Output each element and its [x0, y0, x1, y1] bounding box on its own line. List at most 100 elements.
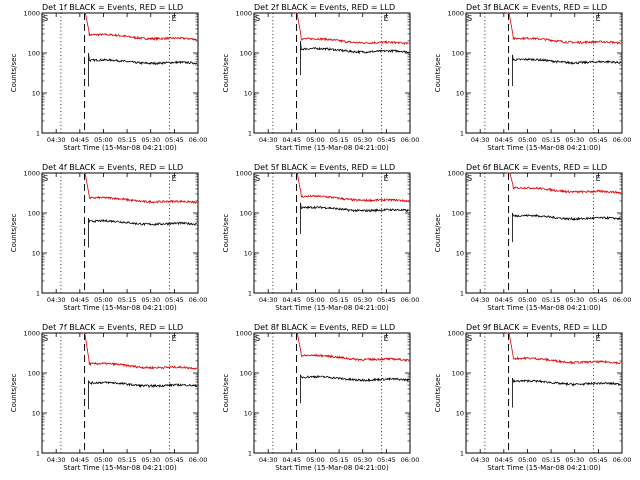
y-tick-label: 100	[452, 370, 464, 378]
y-tick-label: 10	[456, 90, 464, 98]
chart-panel: Det 3f BLACK = Events, RED = LLD 1 10 100 10…	[434, 3, 631, 152]
series-events-line	[88, 217, 197, 248]
x-tick-label: 06:00	[401, 456, 420, 464]
x-tick-label: 04:45	[282, 456, 301, 464]
x-axis-label: Start Time (15-Mar-08 04:21:00)	[63, 464, 177, 472]
y-tick-label: 1000	[447, 330, 464, 338]
end-marker: E	[596, 334, 601, 343]
series-lld-line	[83, 172, 198, 205]
y-axis-label: Counts/sec	[222, 214, 230, 253]
chart-panel: Det 2f BLACK = Events, RED = LLD 1 10 100 10…	[222, 3, 419, 152]
chart-title: Det 5f BLACK = Events, RED = LLD	[254, 163, 395, 172]
x-tick-label: 04:30	[471, 456, 490, 464]
y-axis-label: Counts/sec	[434, 374, 442, 413]
y-tick-label: 10	[244, 410, 252, 418]
x-tick-label: 05:15	[330, 296, 349, 304]
x-tick-label: 05:30	[565, 136, 584, 144]
y-tick-label: 100	[452, 210, 464, 218]
x-axis-label: Start Time (15-Mar-08 04:21:00)	[63, 304, 177, 312]
y-tick-label: 1000	[235, 330, 252, 338]
y-axis-label: Counts/sec	[222, 54, 230, 93]
y-tick-label: 100	[240, 210, 252, 218]
y-tick-label: 1000	[235, 170, 252, 178]
series-events-line	[88, 380, 198, 410]
x-tick-label: 04:45	[70, 456, 89, 464]
plot-frame	[465, 332, 623, 454]
x-tick-label: 05:15	[118, 296, 137, 304]
y-tick-label: 1	[248, 450, 252, 458]
x-tick-label: 05:15	[118, 136, 137, 144]
y-tick-label: 10	[456, 250, 464, 258]
x-tick-label: 04:45	[494, 456, 513, 464]
x-tick-label: 04:45	[282, 296, 301, 304]
x-tick-label: 04:30	[259, 296, 278, 304]
y-tick-label: 1	[248, 290, 252, 298]
end-marker: E	[384, 174, 389, 183]
start-marker: S	[255, 334, 260, 343]
x-tick-label: 05:45	[377, 456, 396, 464]
y-tick-label: 100	[240, 50, 252, 58]
x-tick-label: 06:00	[613, 456, 632, 464]
series-lld-line	[295, 12, 409, 46]
y-tick-label: 10	[244, 90, 252, 98]
start-marker: S	[43, 14, 48, 23]
series-lld-line	[507, 172, 622, 195]
x-tick-label: 05:00	[94, 296, 113, 304]
start-marker: S	[255, 174, 260, 183]
x-tick-label: 05:30	[353, 136, 372, 144]
y-tick-label: 100	[28, 370, 40, 378]
series-lld-line	[507, 332, 622, 365]
x-tick-label: 04:45	[494, 296, 513, 304]
series-lld-line	[83, 332, 198, 371]
y-axis-label: Counts/sec	[222, 374, 230, 413]
x-tick-label: 04:30	[471, 136, 490, 144]
chart-title: Det 9f BLACK = Events, RED = LLD	[466, 323, 607, 332]
x-tick-label: 05:45	[165, 456, 184, 464]
x-tick-label: 06:00	[189, 296, 208, 304]
x-tick-label: 05:45	[589, 296, 608, 304]
y-tick-label: 10	[456, 410, 464, 418]
x-tick-label: 05:30	[353, 456, 372, 464]
chart-title: Det 1f BLACK = Events, RED = LLD	[42, 3, 183, 12]
plot-frame	[465, 172, 623, 294]
end-marker: E	[596, 174, 601, 183]
plot-frame	[465, 12, 623, 134]
x-tick-label: 05:00	[518, 136, 537, 144]
end-marker: E	[172, 174, 177, 183]
y-tick-label: 100	[28, 50, 40, 58]
x-tick-label: 04:30	[47, 456, 66, 464]
y-tick-label: 100	[28, 210, 40, 218]
x-tick-label: 06:00	[189, 136, 208, 144]
y-tick-label: 10	[32, 90, 40, 98]
x-tick-label: 04:45	[494, 136, 513, 144]
y-tick-label: 100	[452, 50, 464, 58]
x-tick-label: 05:30	[565, 296, 584, 304]
x-tick-label: 05:15	[330, 456, 349, 464]
x-tick-label: 05:30	[353, 296, 372, 304]
x-tick-label: 06:00	[401, 136, 420, 144]
series-events-line	[512, 377, 622, 408]
y-tick-label: 1000	[447, 10, 464, 18]
plot-frame	[253, 332, 411, 454]
chart-panel: Det 7f BLACK = Events, RED = LLD 1 10 100 10…	[10, 323, 207, 472]
x-tick-label: 05:45	[377, 136, 396, 144]
series-events-line	[512, 212, 621, 243]
end-marker: E	[172, 334, 177, 343]
x-tick-label: 05:00	[94, 136, 113, 144]
x-tick-label: 04:30	[47, 136, 66, 144]
x-axis-label: Start Time (15-Mar-08 04:21:00)	[487, 304, 601, 312]
chart-panel: Det 6f BLACK = Events, RED = LLD 1 10 100 10…	[434, 163, 631, 312]
series-events-line	[300, 202, 410, 234]
chart-panel: Det 4f BLACK = Events, RED = LLD 1 10 100 10…	[10, 163, 207, 312]
x-tick-label: 05:45	[589, 456, 608, 464]
series-events-line	[88, 52, 198, 87]
y-tick-label: 1000	[447, 170, 464, 178]
x-tick-label: 05:30	[141, 456, 160, 464]
chart-title: Det 4f BLACK = Events, RED = LLD	[42, 163, 183, 172]
x-tick-label: 05:45	[165, 296, 184, 304]
x-tick-label: 06:00	[613, 136, 632, 144]
start-marker: S	[255, 14, 260, 23]
y-axis-label: Counts/sec	[434, 214, 442, 253]
x-axis-label: Start Time (15-Mar-08 04:21:00)	[63, 144, 177, 152]
